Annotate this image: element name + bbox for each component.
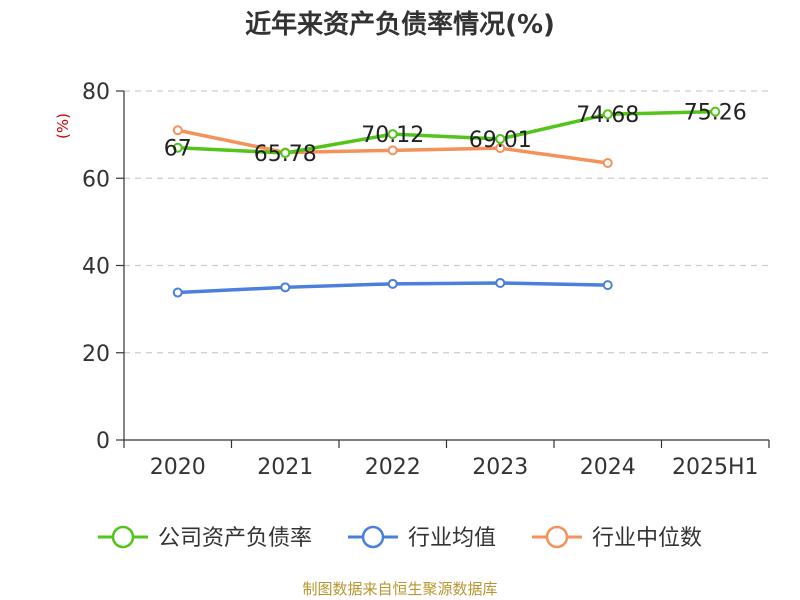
series: [172, 106, 721, 298]
legend-swatch-marker: [545, 525, 569, 549]
x-tick-label: 2023: [472, 455, 528, 480]
series-point-2: [172, 125, 183, 136]
data-label: 70.12: [361, 123, 424, 148]
series-point-1: [495, 277, 506, 288]
legend-swatch-marker: [361, 525, 385, 549]
series-point-0: [387, 129, 398, 140]
data-label: 65.78: [254, 142, 317, 167]
series-line-0: [176, 109, 717, 155]
legend-swatch-marker: [111, 525, 135, 549]
x-tick-label: 2020: [150, 455, 206, 480]
legend-label: 行业均值: [408, 526, 496, 551]
series-point-0: [280, 148, 291, 159]
data-label: 74.68: [576, 103, 639, 128]
legend-label: 行业中位数: [592, 526, 702, 551]
grid: [124, 90, 769, 354]
series-point-1: [172, 287, 183, 298]
chart-title: 近年来资产负债率情况(%): [245, 9, 555, 40]
y-tick-label: 0: [96, 429, 110, 454]
y-axis-unit: (%): [54, 113, 72, 139]
y-tick-label: 20: [82, 342, 110, 367]
y-tick-label: 40: [82, 255, 110, 280]
axes: 0 20 40 60 80 2020 2021 2022 2023 2024 2025H1: [82, 80, 770, 480]
x-tick-label: 2022: [365, 455, 421, 480]
x-tick-label: 2025H1: [672, 455, 759, 480]
series-point-0: [172, 142, 183, 153]
data-label: 75.26: [684, 101, 747, 126]
series-point-0: [495, 133, 506, 144]
series-point-1: [280, 282, 291, 293]
series-point-1: [602, 280, 613, 291]
series-point-1: [387, 278, 398, 289]
legend-label: 公司资产负债率: [158, 526, 312, 551]
legend-item-1[interactable]: 行业均值: [348, 525, 496, 551]
series-point-2: [387, 145, 398, 156]
data-label: 67: [164, 137, 192, 162]
legend-item-2[interactable]: 行业中位数: [532, 525, 702, 551]
series-point-2: [602, 157, 613, 168]
legend-item-0[interactable]: 公司资产负债率: [98, 525, 312, 551]
series-point-0: [710, 106, 721, 117]
x-tick-label: 2021: [257, 455, 313, 480]
y-tick-label: 80: [82, 80, 110, 105]
data-label: 69.01: [469, 128, 532, 153]
series-point-0: [602, 109, 613, 120]
legend[interactable]: 公司资产负债率 行业均值 行业中位数: [98, 525, 702, 551]
data-labels: 67 65.78 70.12 69.01 74.68 75.26: [164, 101, 747, 167]
y-tick-label: 60: [82, 167, 110, 192]
source-note: 制图数据来自恒生聚源数据库: [302, 580, 497, 598]
series-point-2: [495, 143, 506, 154]
x-tick-label: 2024: [580, 455, 636, 480]
